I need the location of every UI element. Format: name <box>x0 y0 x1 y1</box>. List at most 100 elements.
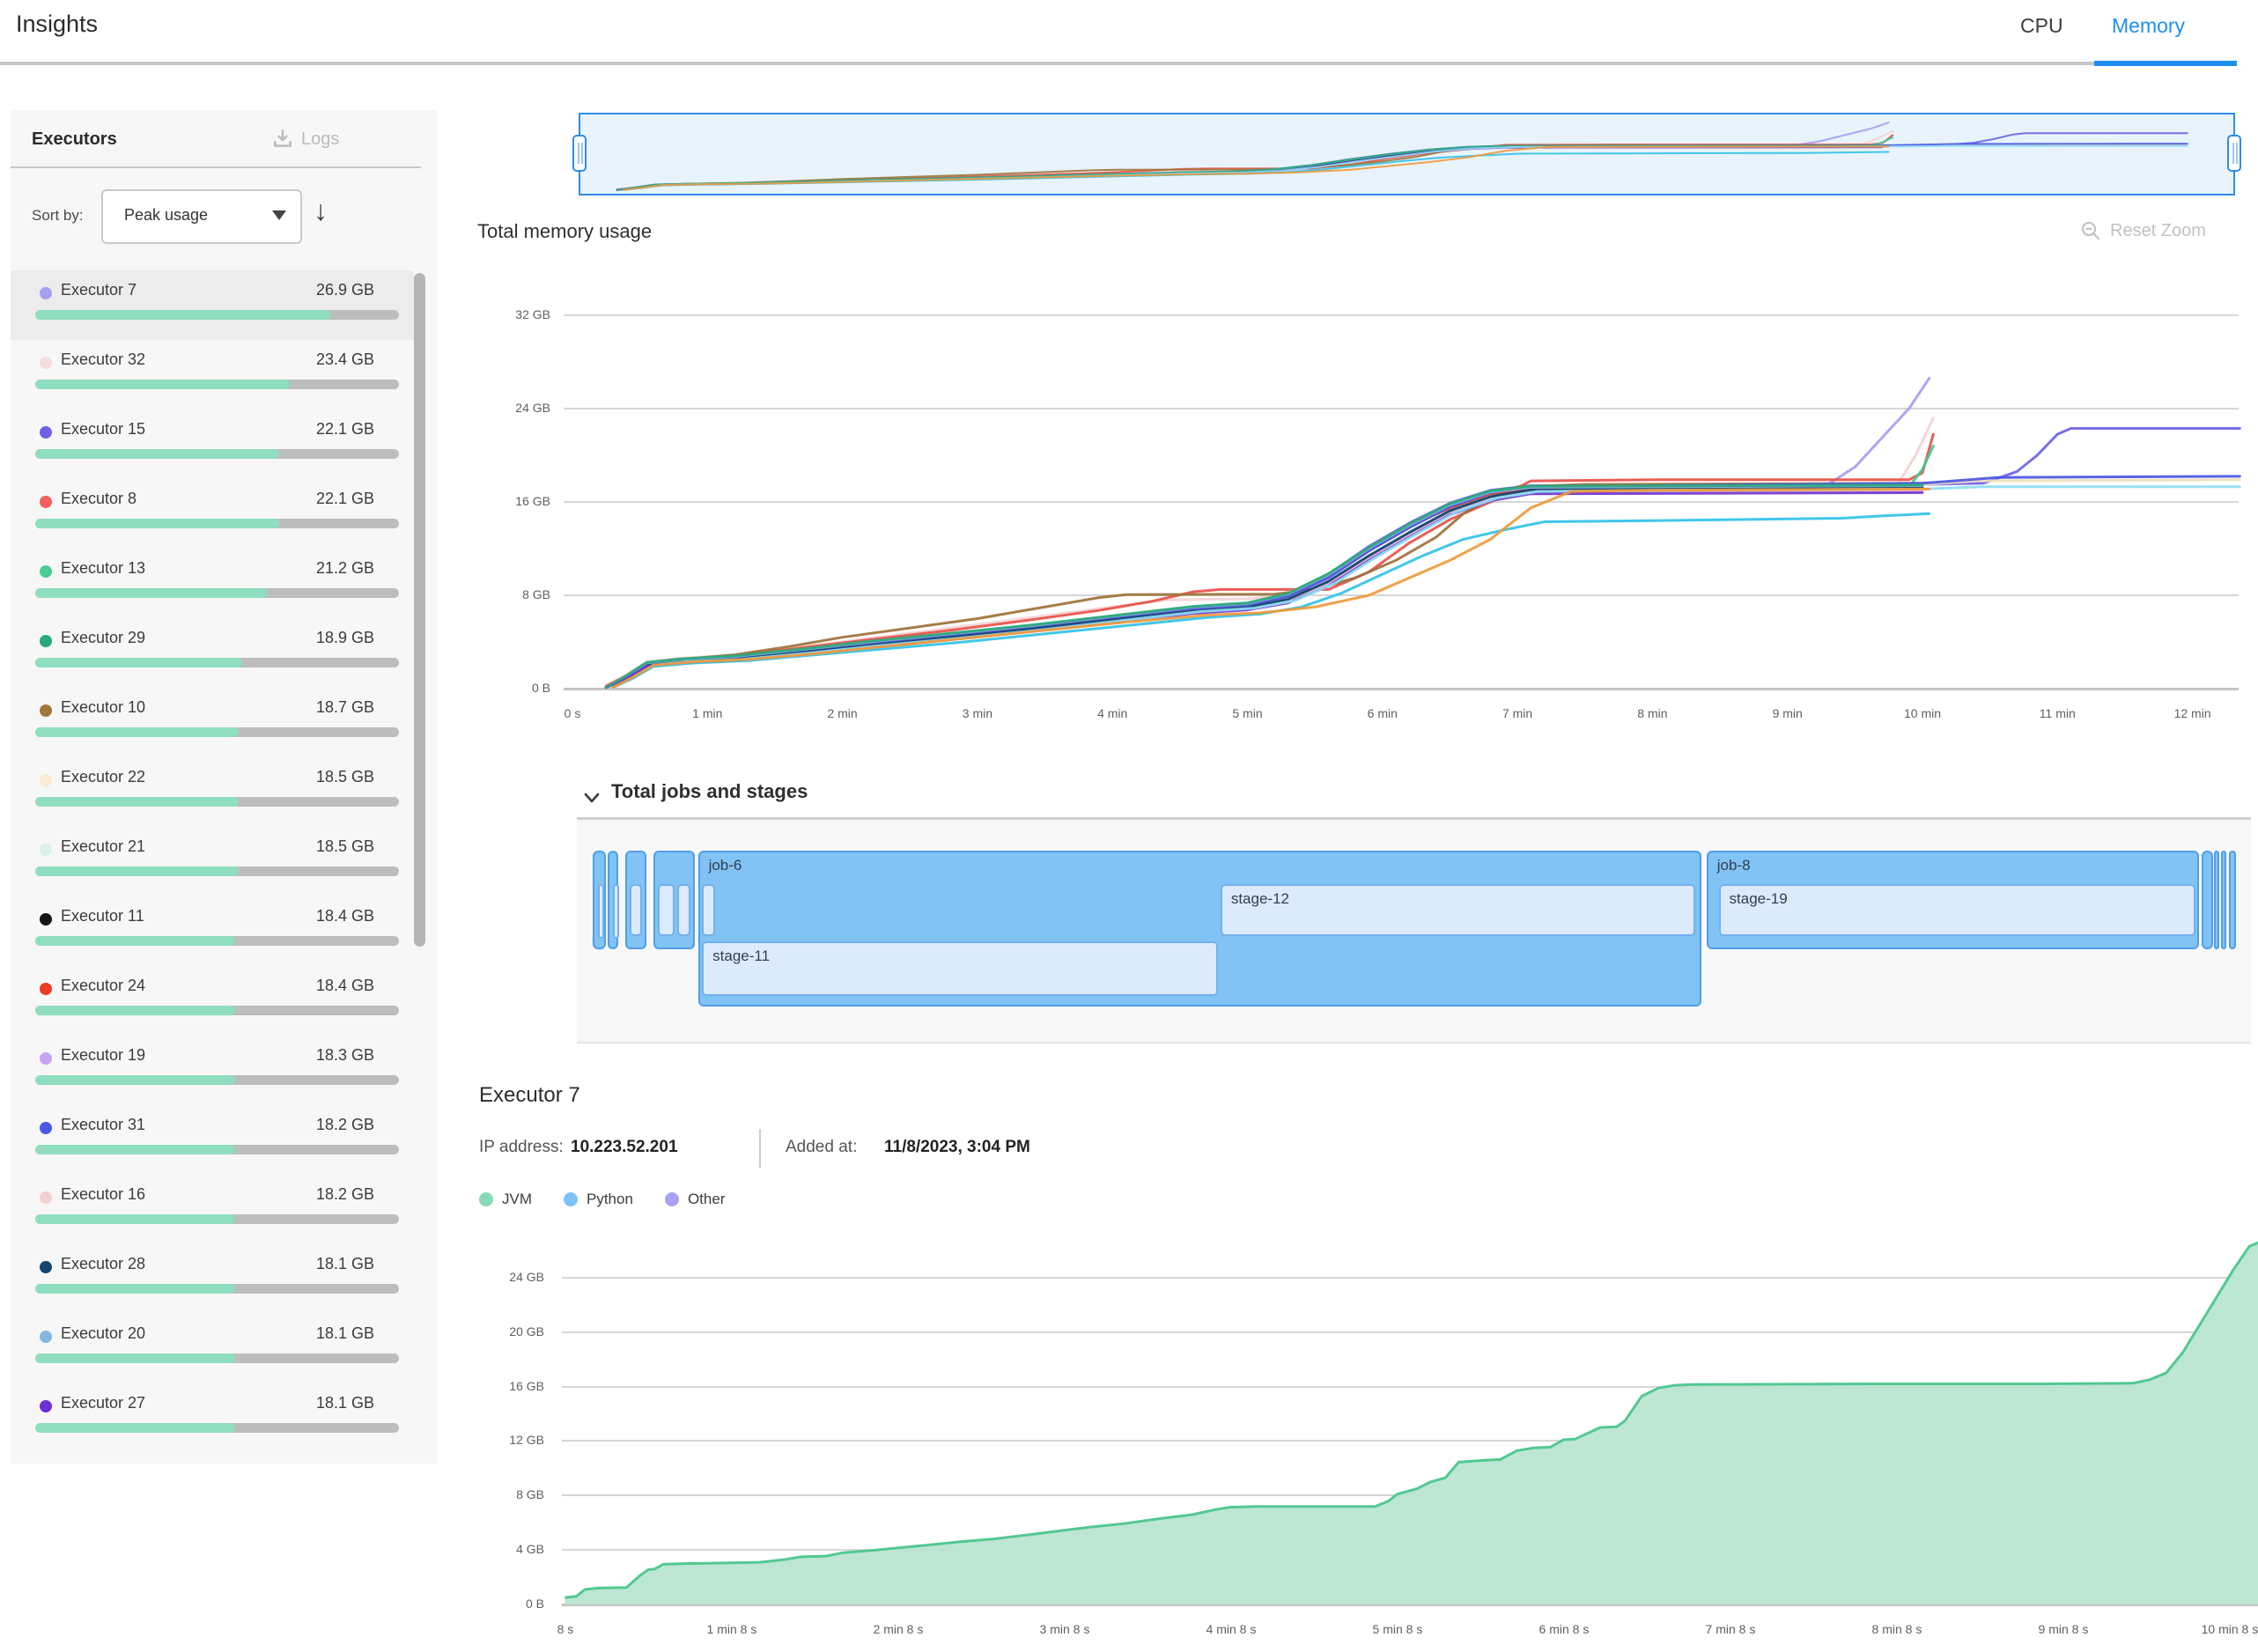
executor-usage-bar <box>35 449 399 459</box>
stage-block[interactable]: stage-12 <box>1220 884 1696 936</box>
executor-y-tick: 20 GB <box>509 1324 544 1339</box>
job-block-small[interactable] <box>592 851 606 949</box>
collapse-chevron-icon[interactable] <box>581 787 602 808</box>
sort-direction-button[interactable]: ↓ <box>314 195 328 226</box>
logs-button[interactable]: Logs <box>271 128 339 151</box>
job-block-small[interactable] <box>2214 851 2220 949</box>
executor-x-tick: 1 min 8 s <box>706 1622 757 1636</box>
executor-list-item[interactable]: Executor 10 18.7 GB <box>11 688 414 757</box>
executor-peak-value: 18.1 GB <box>315 1255 374 1272</box>
stage-block[interactable]: stage-19 <box>1718 884 2195 936</box>
executor-list-item[interactable]: Executor 13 21.2 GB <box>11 549 414 618</box>
zoom-out-icon <box>2081 221 2100 240</box>
executor-name: Executor 10 <box>61 698 146 716</box>
sidebar-scrollbar[interactable] <box>414 273 425 947</box>
stage-block-mini <box>597 884 604 939</box>
executor-peak-value: 18.3 GB <box>315 1046 374 1064</box>
executor-list-item[interactable]: Executor 24 18.4 GB <box>11 966 414 1036</box>
job-block-small[interactable] <box>2220 851 2226 949</box>
executor-name: Executor 8 <box>61 490 137 507</box>
jobs-gantt-panel: job-6 stage-12 stage-11 job-8 stage-19 <box>577 817 2251 1044</box>
active-tab-underline <box>2094 61 2237 66</box>
executor-list-item[interactable]: Executor 28 18.1 GB <box>11 1244 414 1314</box>
executor-usage-bar <box>35 1214 399 1224</box>
executor-usage-bar <box>35 936 399 946</box>
executor-color-dot <box>40 635 52 647</box>
tab-cpu[interactable]: CPU <box>2020 14 2063 37</box>
sort-by-label: Sort by: <box>32 207 84 224</box>
executor-x-tick: 4 min 8 s <box>1206 1622 1257 1636</box>
executor-usage-fill <box>35 519 279 528</box>
brush-handle-right[interactable] <box>2227 135 2241 172</box>
executor-usage-bar <box>35 1353 399 1363</box>
executor-list-item[interactable]: Executor 7 26.9 GB <box>11 270 414 340</box>
executor-list-item[interactable]: Executor 32 23.4 GB <box>11 340 414 409</box>
executor-x-tick: 2 min 8 s <box>873 1622 924 1636</box>
zoom-brush-overview[interactable] <box>572 113 2241 195</box>
executor-peak-value: 26.9 GB <box>315 281 374 299</box>
sidebar-divider <box>11 166 421 168</box>
memory-type-legend: JVM Python Other <box>479 1191 725 1208</box>
executor-list-item[interactable]: Executor 19 18.3 GB <box>11 1036 414 1105</box>
executor-usage-bar <box>35 797 399 807</box>
job-label: job-8 <box>1716 857 1751 874</box>
executor-usage-fill <box>35 310 330 320</box>
stage-block[interactable]: stage-11 <box>702 941 1218 996</box>
stage-block[interactable] <box>702 884 716 936</box>
brush-handle-left[interactable] <box>572 135 587 172</box>
executor-list-item[interactable]: Executor 22 18.5 GB <box>11 757 414 827</box>
memory-x-tick: 2 min <box>827 706 858 720</box>
sort-dropdown[interactable]: Peak usage <box>101 189 302 244</box>
executor-list-item[interactable]: Executor 20 18.1 GB <box>11 1314 414 1383</box>
executor-list-item[interactable]: Executor 15 22.1 GB <box>11 409 414 479</box>
memory-x-tick: 8 min <box>1637 706 1668 720</box>
executor-gridline <box>562 1549 2258 1552</box>
executor-list-item[interactable]: Executor 21 18.5 GB <box>11 827 414 896</box>
legend-item: JVM <box>479 1191 532 1208</box>
stage-block[interactable] <box>630 884 642 936</box>
reset-zoom-button[interactable]: Reset Zoom <box>2080 220 2206 241</box>
executor-list-item[interactable]: Executor 31 18.2 GB <box>11 1105 414 1175</box>
tab-memory[interactable]: Memory <box>2112 14 2186 37</box>
executor-list-item[interactable]: Executor 16 18.2 GB <box>11 1175 414 1244</box>
executor-peak-value: 18.9 GB <box>315 629 374 646</box>
job-block-small[interactable] <box>2228 851 2236 949</box>
executor-usage-bar <box>35 1284 399 1294</box>
jobs-section-title[interactable]: Total jobs and stages <box>611 780 808 802</box>
executor-usage-bar <box>35 588 399 598</box>
executor-color-dot <box>40 774 52 786</box>
executor-list-item[interactable]: Executor 11 18.4 GB <box>11 896 414 966</box>
executor-y-tick: 16 GB <box>509 1378 544 1393</box>
executor-x-tick: 5 min 8 s <box>1372 1622 1423 1636</box>
executor-peak-value: 18.7 GB <box>315 698 374 716</box>
stage-label: stage-19 <box>1729 890 1788 907</box>
memory-x-tick: 3 min <box>962 706 992 720</box>
header-divider <box>0 62 2237 65</box>
executor-detail-title: Executor 7 <box>479 1083 580 1107</box>
job-block-small[interactable] <box>607 851 619 949</box>
executor-list-item[interactable]: Executor 27 18.1 GB <box>11 1383 414 1453</box>
executors-sidebar: Executors Logs Sort by: Peak usage ↓ Exe… <box>11 110 437 1464</box>
executor-name: Executor 28 <box>61 1255 146 1272</box>
executor-usage-bar <box>35 1075 399 1085</box>
executor-usage-fill <box>35 727 240 737</box>
executor-peak-value: 22.1 GB <box>315 420 374 438</box>
executor-list-item[interactable]: Executor 8 22.1 GB <box>11 479 414 549</box>
executor-y-tick: 24 GB <box>509 1269 544 1284</box>
job-block-small[interactable] <box>2202 851 2213 949</box>
stage-label: stage-12 <box>1230 890 1289 907</box>
executor-list: Executor 7 26.9 GB Executor 32 23.4 GB Execu… <box>11 270 414 1453</box>
executor-list-item[interactable]: Executor 29 18.9 GB <box>11 618 414 688</box>
stage-block[interactable] <box>658 884 675 936</box>
executor-usage-bar <box>35 1423 399 1433</box>
executor-y-tick: 8 GB <box>516 1487 544 1502</box>
chevron-down-icon <box>272 210 286 220</box>
executor-color-dot <box>40 426 52 439</box>
ip-address-value: 10.223.52.201 <box>571 1138 678 1156</box>
executor-usage-fill <box>35 449 279 459</box>
memory-x-tick: 11 min <box>2039 706 2076 720</box>
executor-name: Executor 32 <box>61 350 146 368</box>
stage-block[interactable] <box>676 884 691 936</box>
added-at-label: Added at: <box>786 1138 858 1156</box>
